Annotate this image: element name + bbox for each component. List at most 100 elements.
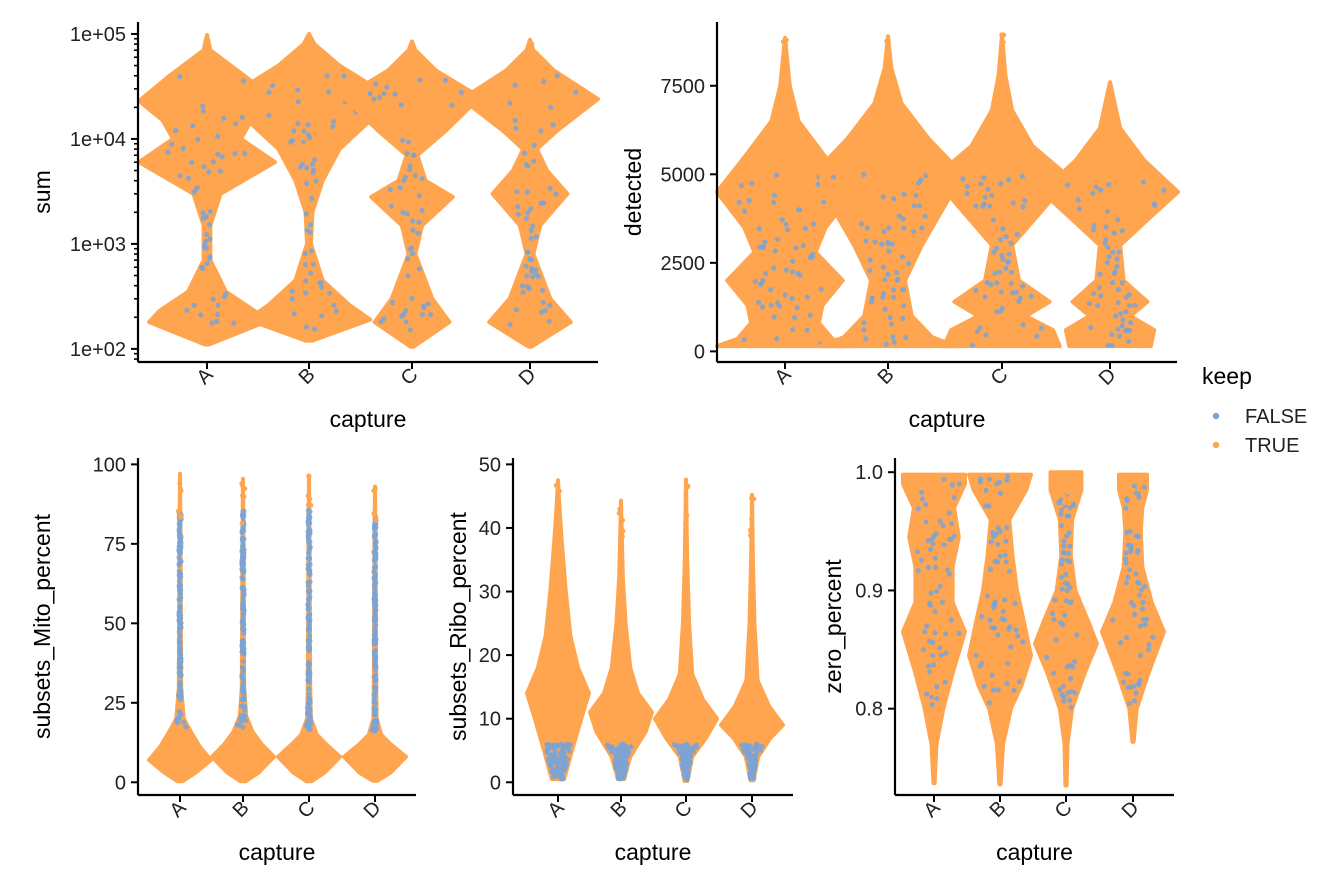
point-true	[931, 517, 937, 523]
point-false	[512, 82, 518, 88]
point-false	[901, 225, 907, 231]
point-false	[789, 295, 795, 302]
point-false	[811, 221, 817, 227]
point-false	[291, 128, 297, 134]
x-tick-label: B	[229, 797, 254, 822]
point-false	[215, 302, 221, 308]
point-false	[417, 77, 423, 83]
point-false	[239, 664, 246, 670]
point-false	[790, 269, 796, 275]
point-false	[200, 215, 206, 221]
point-false	[528, 235, 534, 241]
x-tick-label: C	[1051, 797, 1077, 823]
point-false	[1059, 557, 1065, 563]
point-true	[178, 488, 184, 494]
point-false	[372, 591, 378, 597]
y-axis-title: subsets_Mito_percent	[29, 513, 55, 739]
point-false	[558, 741, 564, 747]
point-false	[305, 522, 311, 528]
point-false	[214, 318, 220, 324]
y-tick-label: 10	[479, 709, 501, 731]
point-false	[398, 102, 404, 108]
point-false	[1106, 254, 1112, 260]
point-true	[1061, 500, 1067, 505]
point-false	[890, 334, 896, 340]
point-false	[1066, 513, 1072, 519]
point-false	[326, 89, 332, 95]
point-false	[507, 322, 513, 328]
point-true	[998, 504, 1004, 510]
point-false	[288, 139, 294, 145]
point-false	[1003, 538, 1009, 544]
point-false	[1003, 265, 1009, 271]
point-false	[756, 226, 762, 232]
point-true	[242, 486, 248, 492]
point-false	[231, 320, 237, 326]
point-false	[937, 518, 943, 524]
point-true	[748, 533, 753, 538]
point-false	[900, 254, 906, 260]
point-false	[207, 254, 213, 260]
point-true	[1000, 39, 1006, 45]
point-false	[319, 313, 325, 319]
point-false	[1088, 324, 1094, 331]
point-true	[997, 515, 1002, 521]
point-false	[1133, 571, 1139, 577]
point-false	[1006, 626, 1012, 632]
point-false	[240, 684, 246, 690]
point-false	[372, 630, 378, 636]
point-false	[973, 203, 979, 209]
point-false	[372, 690, 378, 696]
point-false	[994, 280, 1000, 286]
point-false	[1136, 494, 1142, 500]
point-false	[415, 230, 421, 236]
point-false	[997, 490, 1004, 496]
point-false	[964, 190, 970, 196]
point-false	[932, 555, 938, 561]
point-true	[1063, 483, 1068, 489]
point-false	[687, 761, 693, 767]
point-false	[177, 523, 183, 530]
point-true	[308, 502, 314, 508]
point-false	[1114, 256, 1120, 262]
point-false	[186, 175, 192, 181]
point-false	[759, 304, 766, 310]
point-false	[970, 342, 976, 348]
point-false	[1006, 259, 1012, 265]
point-false	[1137, 677, 1143, 684]
point-false	[901, 303, 907, 309]
point-false	[207, 208, 213, 214]
y-tick-label: 25	[104, 693, 126, 715]
point-false	[530, 274, 536, 280]
point-false	[919, 225, 925, 231]
point-false	[410, 251, 416, 257]
point-false	[937, 583, 943, 589]
point-false	[792, 315, 798, 321]
y-tick-label: 0	[694, 341, 705, 363]
point-false	[525, 249, 531, 255]
point-true	[555, 497, 561, 503]
point-false	[919, 496, 926, 502]
point-false	[1123, 550, 1129, 556]
point-false	[307, 700, 313, 706]
point-false	[981, 683, 987, 690]
point-true	[781, 78, 786, 84]
point-false	[403, 319, 409, 325]
point-false	[979, 614, 985, 620]
point-false	[756, 299, 762, 305]
point-false	[541, 78, 547, 84]
point-false	[900, 216, 906, 222]
point-false	[886, 248, 892, 254]
point-false	[400, 209, 406, 216]
point-false	[1020, 283, 1026, 289]
point-false	[859, 221, 865, 227]
point-true	[556, 513, 561, 519]
point-false	[176, 568, 182, 575]
point-false	[995, 525, 1001, 531]
point-false	[524, 189, 530, 195]
point-false	[681, 764, 687, 770]
point-false	[306, 668, 312, 674]
point-false	[926, 669, 933, 675]
point-false	[934, 696, 940, 702]
point-false	[868, 299, 875, 305]
